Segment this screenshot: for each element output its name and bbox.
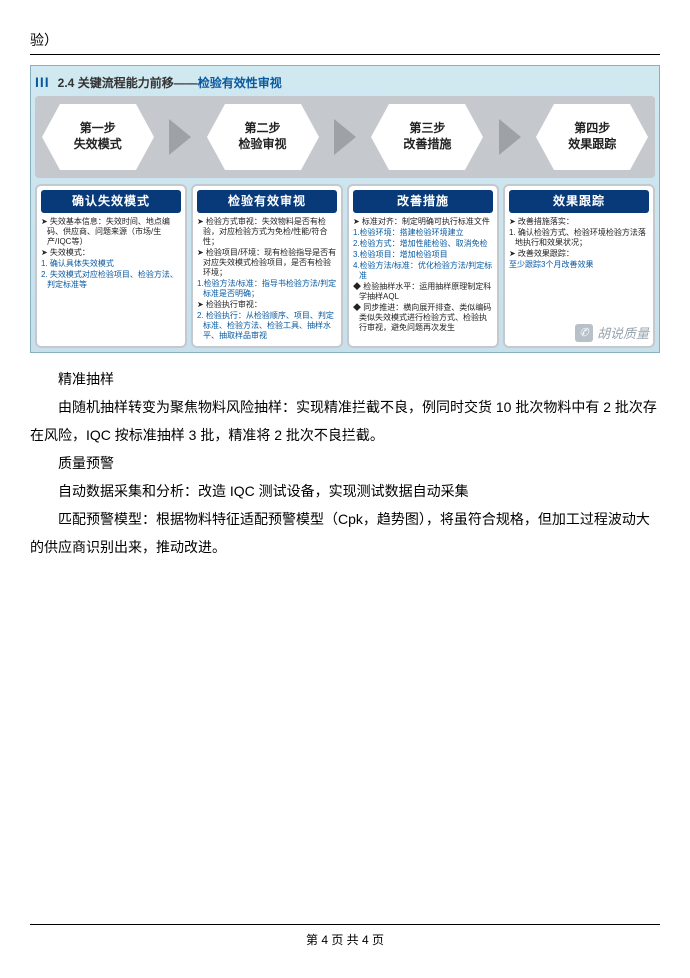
card-line: ➤ 改善措施落实： xyxy=(509,217,649,227)
watermark-text: 胡说质量 xyxy=(597,323,649,342)
card-3-title: 改善措施 xyxy=(353,190,493,213)
p4: 自动数据采集和分析：改造 IQC 测试设备，实现测试数据自动采集 xyxy=(30,477,660,505)
p5: 匹配预警模型：根据物料特征适配预警模型（Cpk，趋势图），将虽符合规格，但加工过… xyxy=(30,505,660,561)
footer-rule xyxy=(30,924,660,925)
card-line: 1.检验环境：搭建检验环境建立 xyxy=(353,228,493,238)
card-line: 1.检验方法/标准：指导书检验方法/判定标准是否明确； xyxy=(197,279,337,299)
diagram-title-part2: 检验有效性审视 xyxy=(198,74,282,91)
diagram-header: III 2.4 关键流程能力前移—— 检验有效性审视 xyxy=(35,72,655,92)
card-4-title: 效果跟踪 xyxy=(509,190,649,213)
card-2-title: 检验有效审视 xyxy=(197,190,337,213)
card-4-body: ➤ 改善措施落实：1. 确认检验方式、检验环境检验方法落地执行和效果状况；➤ 改… xyxy=(509,217,649,270)
logo-bars: III xyxy=(35,74,50,90)
p3: 质量预警 xyxy=(30,449,660,477)
card-line: ◆ 检验抽样水平：运用抽样原理制定科学抽样AQL xyxy=(353,282,493,302)
card-3-body: ➤ 标准对齐：制定明确可执行标准文件1.检验环境：搭建检验环境建立2.检验方式：… xyxy=(353,217,493,333)
card-line: ➤ 标准对齐：制定明确可执行标准文件 xyxy=(353,217,493,227)
hex-4: 第四步效果跟踪 xyxy=(554,104,630,170)
wechat-icon: ✆ xyxy=(575,324,593,342)
hex-2: 第二步检验审视 xyxy=(225,104,301,170)
card-line: 2.检验方式：增加性能检验、取消免检 xyxy=(353,239,493,249)
hex-2-line1: 第二步 xyxy=(245,121,281,137)
card-line: 2. 失效模式对应检验项目、检验方法、判定标准等 xyxy=(41,270,181,290)
card-line: 1. 确认检验方式、检验环境检验方法落地执行和效果状况； xyxy=(509,228,649,248)
watermark: ✆ 胡说质量 xyxy=(575,323,649,342)
card-1: 确认失效模式 ➤ 失效基本信息：失效时间、地点编码、供应商、问题来源（市场/生产… xyxy=(35,184,187,348)
hex-3-line2: 改善措施 xyxy=(403,137,451,153)
card-line: 4.检验方法/标准：优化检验方法/判定标准 xyxy=(353,261,493,281)
page-number: 第 4 页 共 4 页 xyxy=(306,933,384,947)
hex-4-line1: 第四步 xyxy=(574,121,610,137)
hex-3: 第三步改善措施 xyxy=(389,104,465,170)
page-footer: 第 4 页 共 4 页 xyxy=(0,924,690,948)
hex-1: 第一步失效模式 xyxy=(60,104,136,170)
card-line: 3.检验项目：增加检验项目 xyxy=(353,250,493,260)
card-line: 2. 检验执行：从检验顺序、项目、判定标准、检验方法、检验工具、抽样水平、抽取样… xyxy=(197,311,337,341)
card-line: ➤ 检验执行审视： xyxy=(197,300,337,310)
card-1-title: 确认失效模式 xyxy=(41,190,181,213)
card-2: 检验有效审视 ➤ 检验方式审视：失效物料是否有检验，对应检验方式为免检/性能/符… xyxy=(191,184,343,348)
arrow-2 xyxy=(334,119,356,155)
arrow-row: 第一步失效模式 第二步检验审视 第三步改善措施 第四步效果跟踪 xyxy=(35,96,655,178)
card-2-body: ➤ 检验方式审视：失效物料是否有检验，对应检验方式为免检/性能/符合性；➤ 检验… xyxy=(197,217,337,341)
hex-2-line2: 检验审视 xyxy=(239,137,287,153)
card-line: ◆ 同步推进：横向展开排查、类似编码类似失效模式进行检验方式、检验执行审视，避免… xyxy=(353,303,493,333)
card-line: ➤ 检验项目/环境：现有检验指导是否有对应失效模式检验项目，是否有检验环境； xyxy=(197,248,337,278)
card-line: 至少跟踪3个月改善效果 xyxy=(509,260,649,270)
pre-text: 验） xyxy=(30,30,660,50)
arrow-1 xyxy=(169,119,191,155)
top-rule xyxy=(30,54,660,55)
card-3: 改善措施 ➤ 标准对齐：制定明确可执行标准文件1.检验环境：搭建检验环境建立2.… xyxy=(347,184,499,348)
arrow-3 xyxy=(499,119,521,155)
diagram-title-part1: 2.4 关键流程能力前移—— xyxy=(58,74,198,91)
hex-1-line1: 第一步 xyxy=(80,121,116,137)
p2: 由随机抽样转变为聚焦物料风险抽样：实现精准拦截不良，例同时交货 10 批次物料中… xyxy=(30,393,660,449)
process-diagram: III 2.4 关键流程能力前移—— 检验有效性审视 第一步失效模式 第二步检验… xyxy=(30,65,660,353)
card-1-body: ➤ 失效基本信息：失效时间、地点编码、供应商、问题来源（市场/生产/IQC等）➤… xyxy=(41,217,181,290)
p1: 精准抽样 xyxy=(30,365,660,393)
card-line: ➤ 改善效果跟踪： xyxy=(509,249,649,259)
hex-3-line1: 第三步 xyxy=(409,121,445,137)
card-line: ➤ 失效基本信息：失效时间、地点编码、供应商、问题来源（市场/生产/IQC等） xyxy=(41,217,181,247)
card-line: ➤ 失效模式： xyxy=(41,248,181,258)
card-line: ➤ 检验方式审视：失效物料是否有检验，对应检验方式为免检/性能/符合性； xyxy=(197,217,337,247)
card-line: 1. 确认具体失效模式 xyxy=(41,259,181,269)
hex-1-line2: 失效模式 xyxy=(74,137,122,153)
body-paragraphs: 精准抽样 由随机抽样转变为聚焦物料风险抽样：实现精准拦截不良，例同时交货 10 … xyxy=(30,365,660,561)
card-row: 确认失效模式 ➤ 失效基本信息：失效时间、地点编码、供应商、问题来源（市场/生产… xyxy=(35,184,655,348)
hex-4-line2: 效果跟踪 xyxy=(568,137,616,153)
